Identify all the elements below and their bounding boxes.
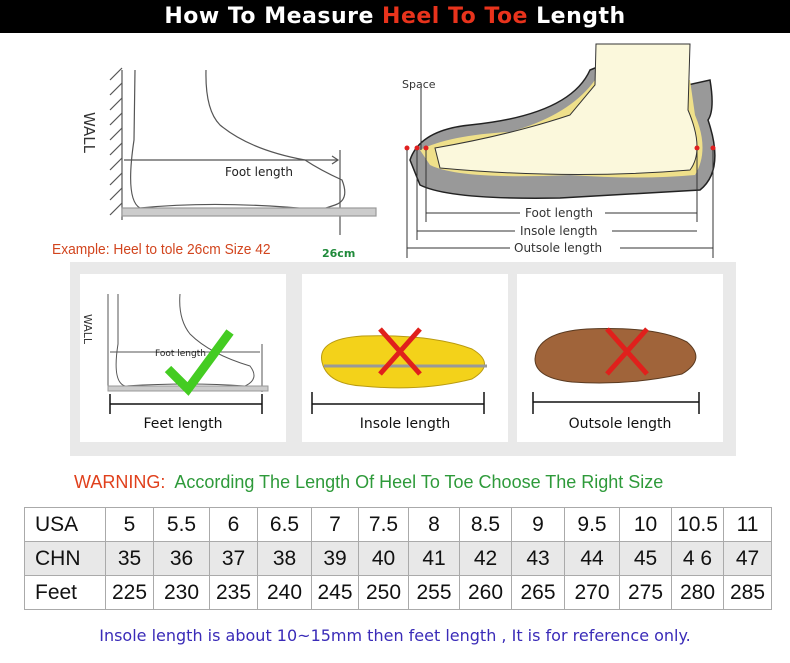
- table-cell: 235: [209, 575, 258, 610]
- size-table: USA 5 5.5 6 6.5 7 7.5 8 8.5 9 9.5 10 10.5 11 CHN 35 36 37…: [24, 507, 772, 610]
- space-label: Space: [402, 78, 436, 91]
- title-prefix: How To Measure: [164, 4, 383, 29]
- table-cell: 37: [209, 541, 258, 576]
- table-cell: 275: [619, 575, 672, 610]
- shoe-cross-section-diagram: Space Foot length Insole length Outsole …: [402, 43, 716, 258]
- table-cell: 255: [408, 575, 460, 610]
- warning-label: WARNING:: [74, 472, 166, 492]
- outsole-length-label: Outsole length: [514, 241, 602, 255]
- table-cell: 270: [564, 575, 620, 610]
- table-cell: 250: [358, 575, 409, 610]
- foot-against-wall-diagram: Foot length WALL: [80, 67, 377, 235]
- feet-length-label: Feet length: [143, 416, 223, 432]
- insole-illustration: [311, 327, 487, 414]
- table-cell: 265: [511, 575, 565, 610]
- table-cell: 35: [105, 541, 154, 576]
- table-cell: 280: [671, 575, 724, 610]
- table-cell: 44: [564, 541, 620, 576]
- warning-line: WARNING: According The Length Of Heel To…: [74, 472, 663, 493]
- page-title: How To Measure Heel To Toe Length: [0, 0, 790, 33]
- table-cell: 47: [723, 541, 772, 576]
- feet-length-card: Foot length WALL Feet length: [80, 274, 286, 442]
- outsole-illustration: [532, 327, 700, 414]
- table-cell: 6.5: [257, 507, 312, 542]
- reference-note: Insole length is about 10~15mm then feet…: [99, 626, 691, 645]
- table-cell: 8.5: [459, 507, 512, 542]
- table-cell: 230: [153, 575, 210, 610]
- table-cell: 285: [723, 575, 772, 610]
- foot-length-label: Foot length: [155, 349, 206, 359]
- table-cell: 39: [311, 541, 359, 576]
- foot-length-label: Foot length: [225, 165, 293, 179]
- row-header: USA: [24, 507, 106, 542]
- table-cell: 10: [619, 507, 672, 542]
- cross-icon: [378, 327, 422, 376]
- table-cell: 4 6: [671, 541, 724, 576]
- table-cell: 11: [723, 507, 772, 542]
- measurement-methods-panel: Foot length WALL Feet length Insole leng…: [70, 262, 736, 456]
- table-cell: 8: [408, 507, 460, 542]
- outsole-length-label: Outsole length: [568, 416, 672, 432]
- foot-length-label: Foot length: [525, 206, 593, 220]
- table-cell: 43: [511, 541, 565, 576]
- outsole-length-card: Outsole length: [517, 274, 723, 442]
- table-cell: 36: [153, 541, 210, 576]
- table-cell: 245: [311, 575, 359, 610]
- table-cell: 42: [459, 541, 512, 576]
- table-cell: 9: [511, 507, 565, 542]
- wall-label: WALL: [80, 112, 98, 154]
- warning-text: According The Length Of Heel To Toe Choo…: [174, 472, 664, 492]
- check-icon: [164, 329, 234, 396]
- table-cell: 40: [358, 541, 409, 576]
- feet-length-illustration: Foot length WALL: [81, 293, 269, 414]
- table-cell: 41: [408, 541, 460, 576]
- table-cell: 10.5: [671, 507, 724, 542]
- title-highlight: Heel To Toe: [382, 4, 528, 29]
- insole-length-label: Insole length: [520, 224, 598, 238]
- cross-icon: [605, 327, 649, 376]
- measure-label: 26cm: [322, 247, 356, 260]
- row-header: Feet: [24, 575, 106, 610]
- row-header: CHN: [24, 541, 106, 576]
- table-row: USA 5 5.5 6 6.5 7 7.5 8 8.5 9 9.5 10 10.5 11: [24, 507, 772, 542]
- table-cell: 5: [105, 507, 154, 542]
- table-cell: 240: [257, 575, 312, 610]
- title-suffix: Length: [527, 4, 626, 29]
- table-row: CHN 35 36 37 38 39 40 41 42 43 44 45 4 6 47: [24, 541, 772, 576]
- table-cell: 225: [105, 575, 154, 610]
- wall-label: WALL: [81, 314, 94, 345]
- table-cell: 9.5: [564, 507, 620, 542]
- insole-length-label: Insole length: [359, 416, 451, 432]
- table-cell: 45: [619, 541, 672, 576]
- table-cell: 7: [311, 507, 359, 542]
- table-cell: 7.5: [358, 507, 409, 542]
- example-text: Example: Heel to tole 26cm Size 42: [52, 241, 271, 258]
- table-cell: 38: [257, 541, 312, 576]
- table-cell: 5.5: [153, 507, 210, 542]
- table-cell: 260: [459, 575, 512, 610]
- table-cell: 6: [209, 507, 258, 542]
- table-row: Feet 225 230 235 240 245 250 255 260 265 270 275 280…: [24, 575, 772, 610]
- insole-length-card: Insole length: [302, 274, 508, 442]
- wall-hatch: [109, 67, 123, 216]
